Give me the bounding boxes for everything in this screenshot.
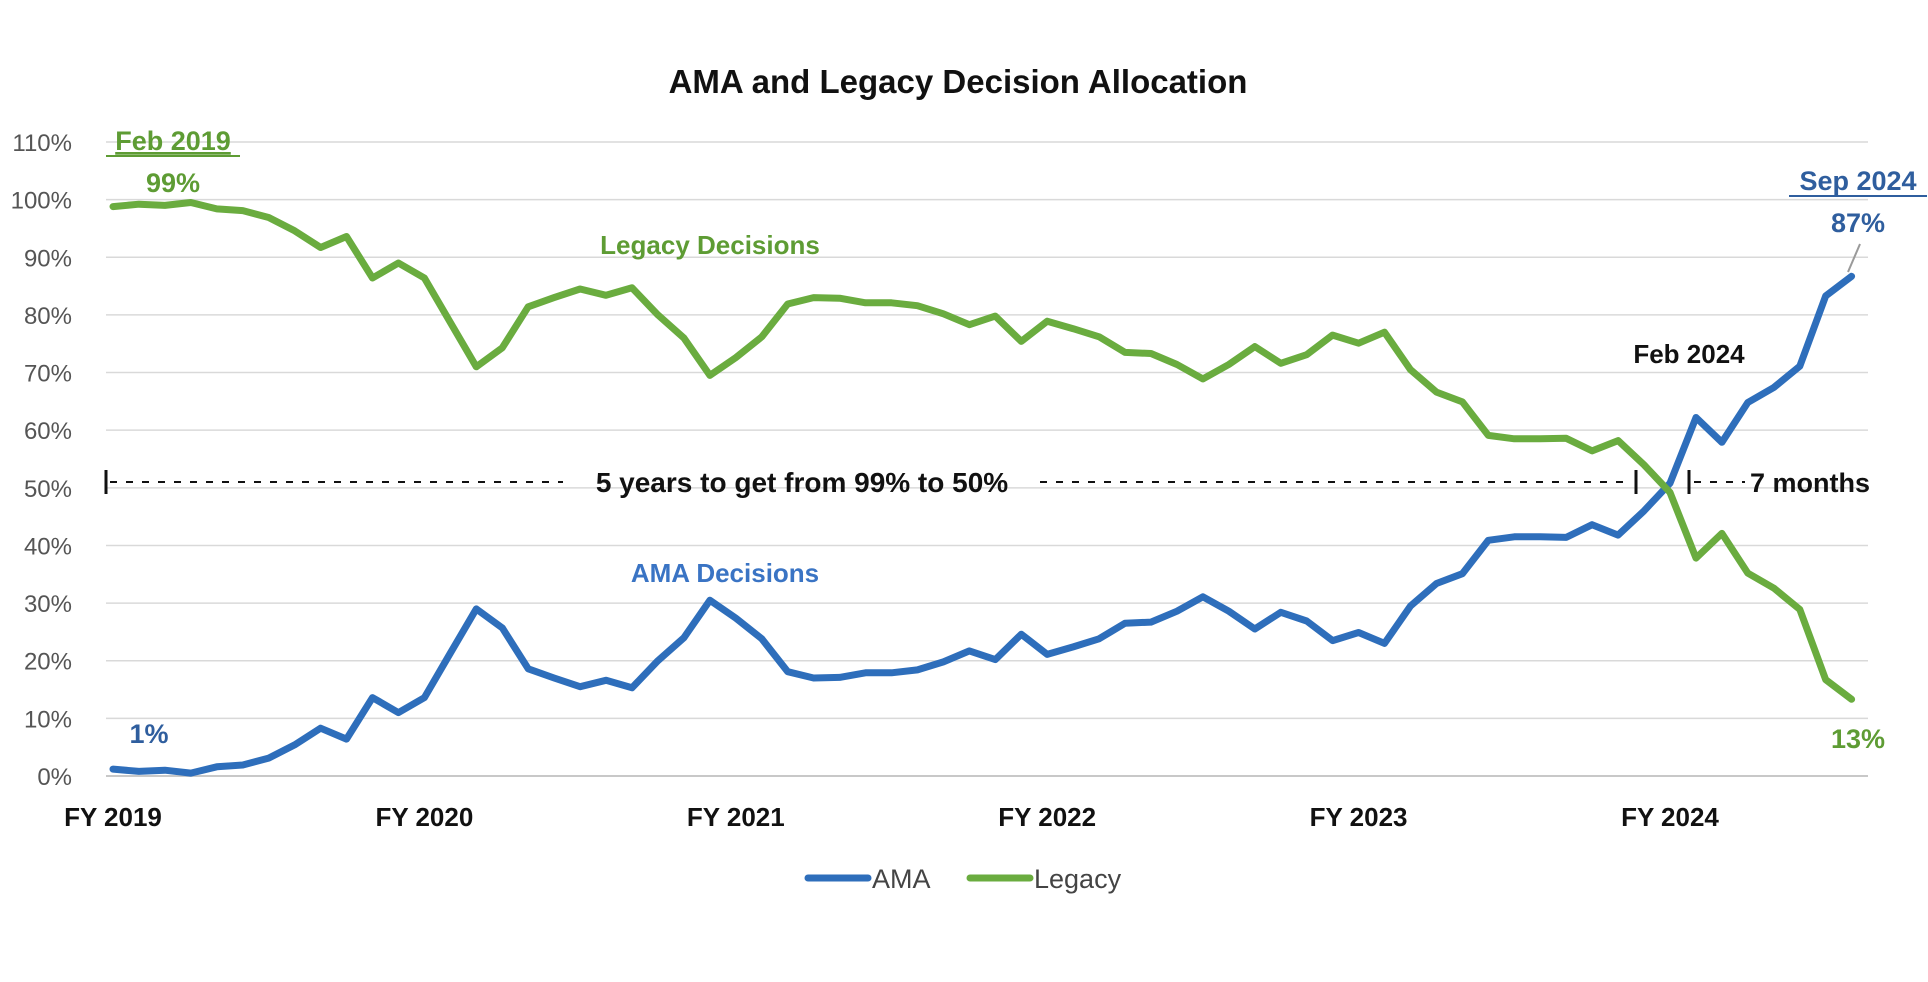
y-tick-label: 40% [24, 533, 72, 560]
legend-label-legacy: Legacy [1034, 864, 1122, 894]
y-tick-label: 20% [24, 649, 72, 676]
y-tick-label: 30% [24, 591, 72, 618]
y-tick-label: 110% [12, 130, 72, 157]
annotation-start-value: 99% [146, 168, 200, 198]
annotation-ama-series-label: AMA Decisions [631, 558, 819, 588]
annotation-crossover-month: Feb 2024 [1633, 339, 1745, 369]
annotation-legacy-series-label: Legacy Decisions [600, 230, 820, 260]
y-tick-label: 70% [24, 361, 72, 388]
y-tick-label: 0% [37, 764, 72, 791]
series-line-legacy [113, 203, 1852, 700]
annotation-seven-month-note: 7 months [1750, 468, 1870, 498]
legend-label-ama: AMA [872, 864, 931, 894]
chart-title: AMA and Legacy Decision Allocation [669, 63, 1248, 100]
x-tick-label: FY 2023 [1310, 802, 1408, 832]
annotation-ama-start-value: 1% [129, 719, 168, 749]
y-axis-tick-labels: 0% 10% 20% 30% 40% 50% 60% 70% 80% 90% 100% 110% [11, 130, 72, 791]
annotation-end-ama-value: 87% [1831, 208, 1885, 238]
x-tick-label: FY 2019 [64, 802, 162, 832]
y-tick-label: 10% [24, 706, 72, 733]
x-tick-label: FY 2024 [1621, 802, 1719, 832]
gridlines [106, 142, 1868, 776]
y-tick-label: 80% [24, 303, 72, 330]
y-tick-label: 50% [24, 476, 72, 503]
y-tick-label: 100% [11, 188, 72, 215]
x-tick-label: FY 2022 [998, 802, 1096, 832]
y-tick-label: 60% [24, 418, 72, 445]
series-line-ama [113, 276, 1852, 773]
annotation-end-legacy-value: 13% [1831, 724, 1885, 754]
annotation-start-month: Feb 2019 [115, 126, 231, 156]
y-tick-label: 90% [24, 245, 72, 272]
legend: AMA Legacy [808, 864, 1122, 894]
annotation-five-year-note: 5 years to get from 99% to 50% [596, 467, 1008, 498]
x-axis-tick-labels: FY 2019 FY 2020 FY 2021 FY 2022 FY 2023 FY 20… [64, 802, 1719, 832]
x-tick-label: FY 2020 [375, 802, 473, 832]
x-tick-label: FY 2021 [687, 802, 785, 832]
annotation-end-month: Sep 2024 [1799, 166, 1916, 196]
